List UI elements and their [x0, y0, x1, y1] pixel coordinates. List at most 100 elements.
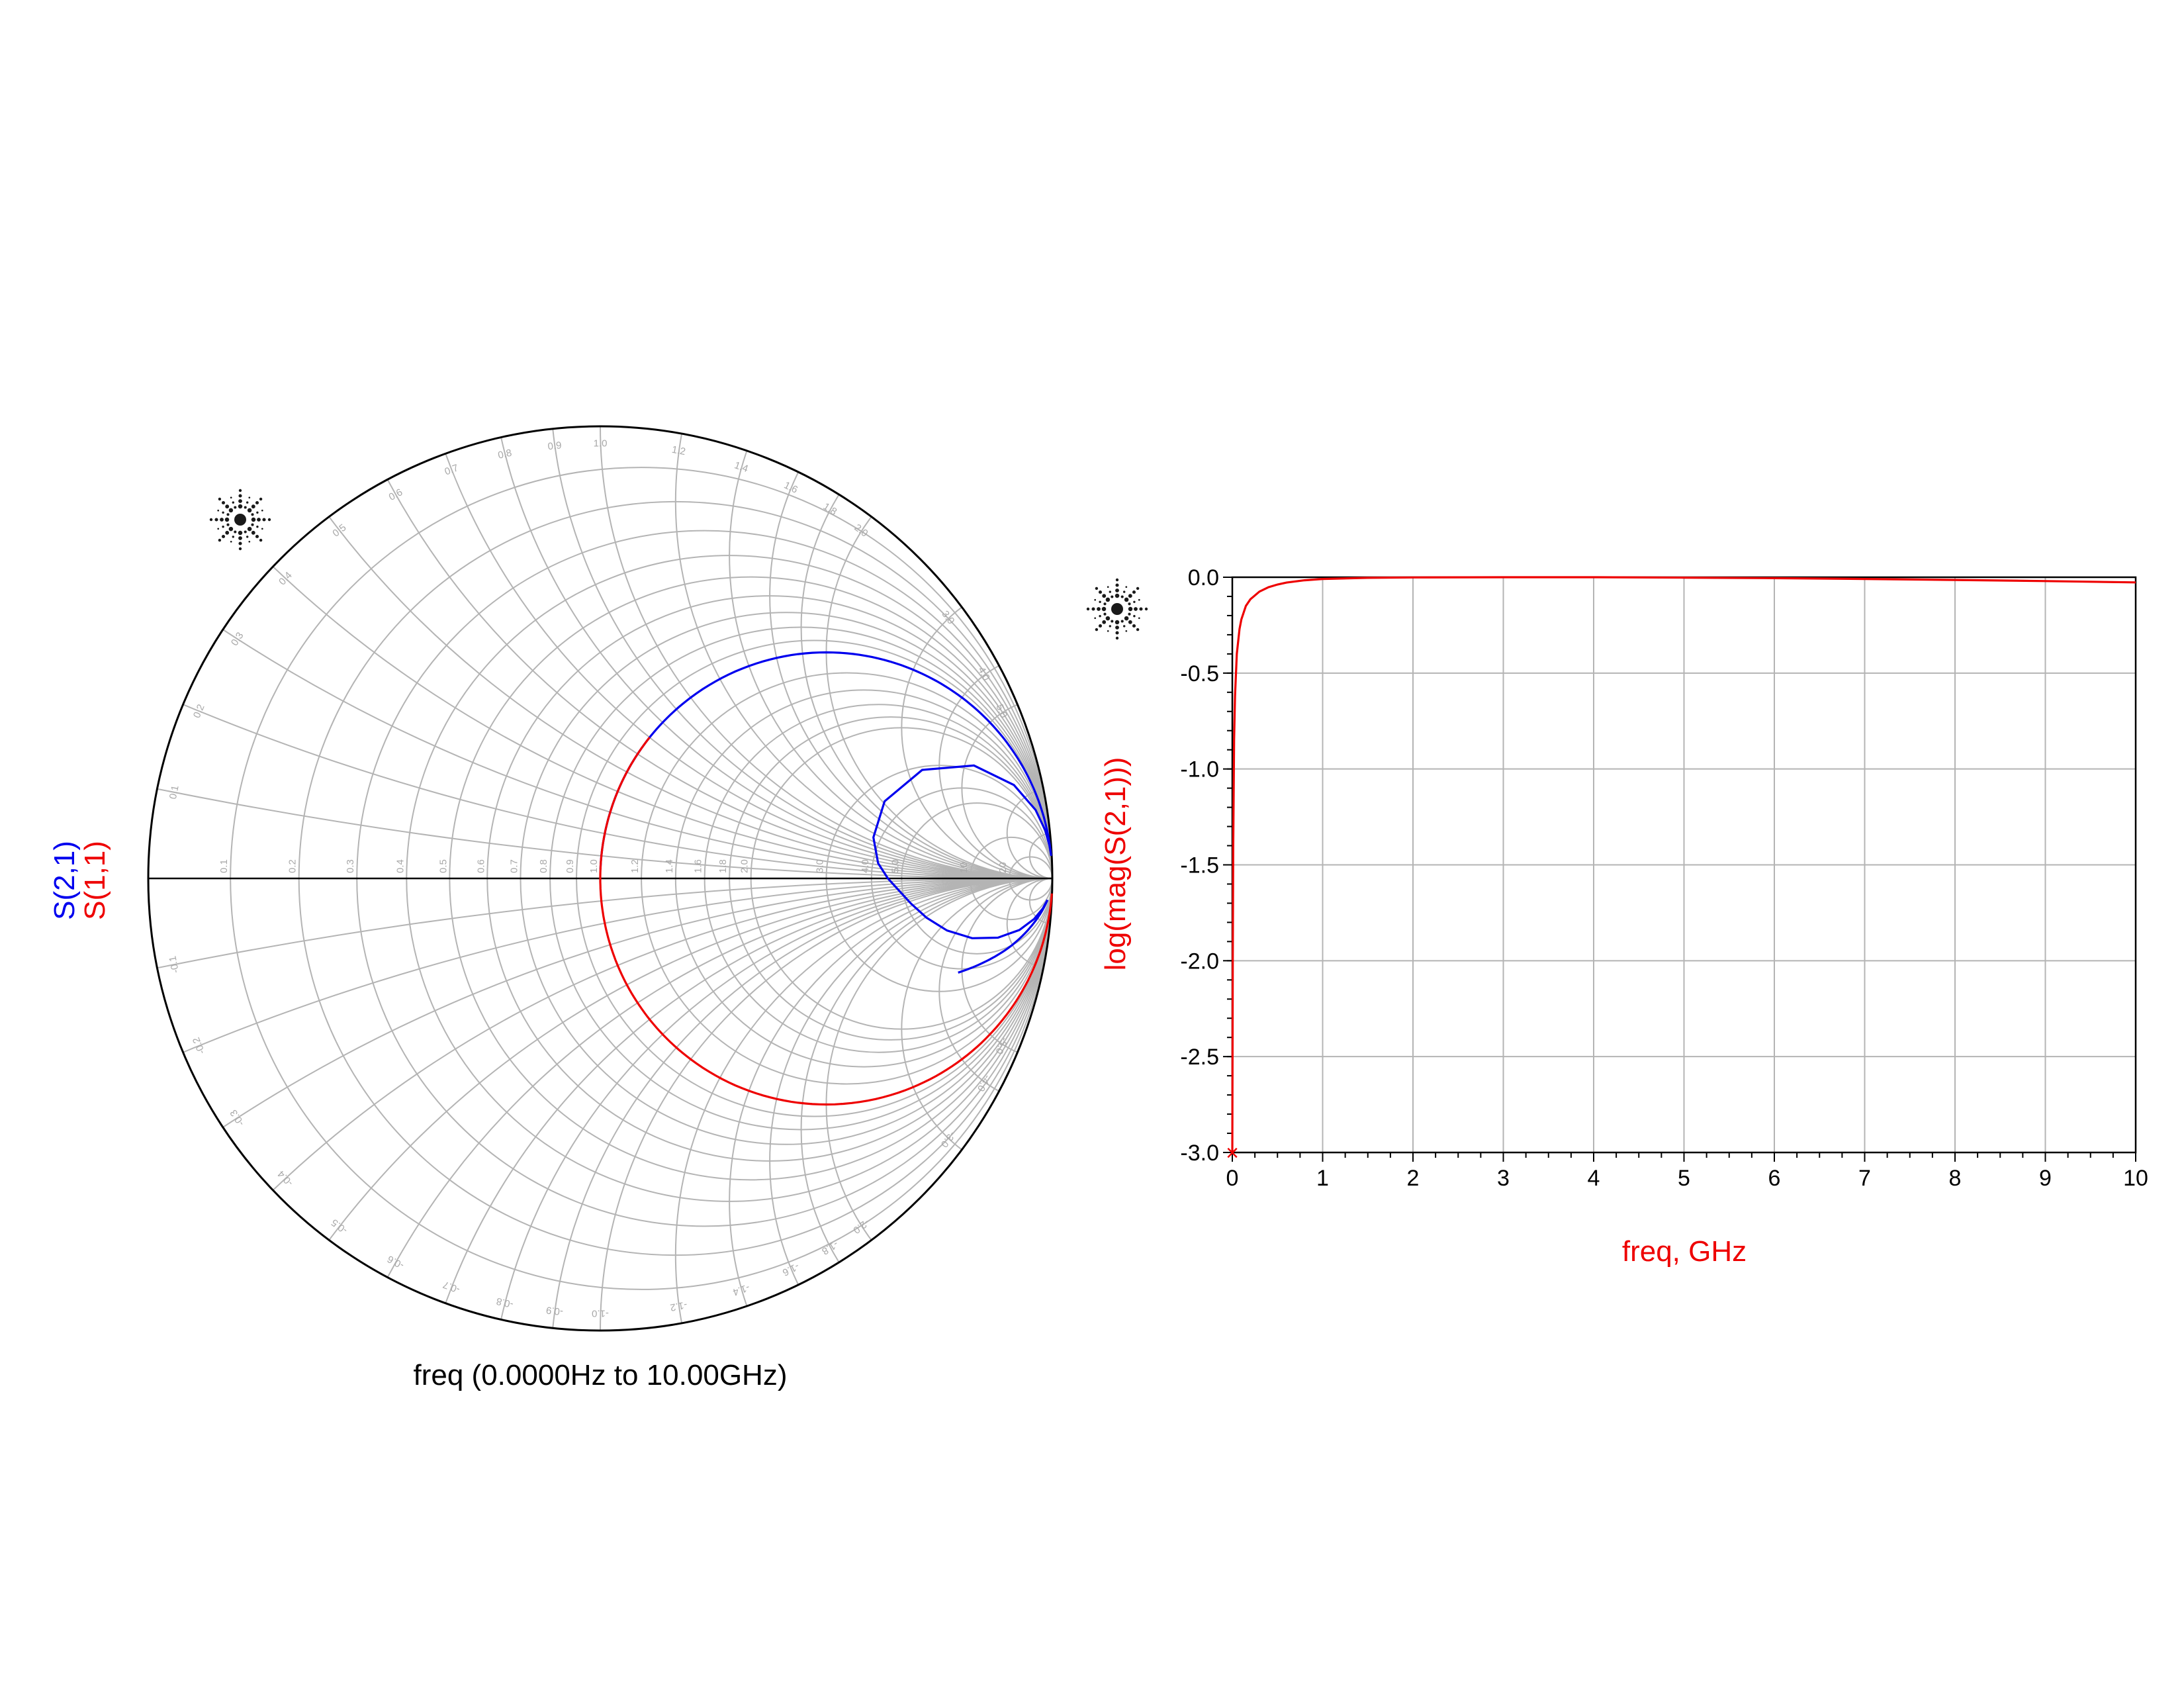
reactance-circle: [148, 426, 1052, 879]
rim-tick-label: 0.1: [167, 784, 181, 800]
x-tick-label: 8: [1949, 1166, 1962, 1191]
rect-x-axis-label: freq, GHz: [1622, 1235, 1747, 1268]
logo-dot: [230, 496, 232, 499]
real-axis-tick-label: 2.0: [739, 859, 751, 873]
logo-dot: [220, 518, 224, 522]
logo-dot: [261, 528, 263, 530]
x-tick-label: 0: [1226, 1166, 1239, 1191]
x-tick-label: 6: [1768, 1166, 1781, 1191]
logo-dot: [234, 530, 237, 534]
reactance-circle: [148, 426, 1052, 879]
logo-dot: [217, 509, 220, 512]
rim-tick-label: 0.8: [497, 447, 513, 461]
logo-dot: [218, 538, 222, 542]
rim-tick-label: 5.0: [993, 703, 1009, 720]
rim-tick-label: 0.2: [191, 703, 207, 720]
logo-dot: [244, 530, 247, 534]
reactance-circle: [148, 878, 1052, 1331]
reactance-circle: [148, 878, 1052, 1331]
logo-dot: [246, 536, 249, 538]
reactance-circle: [298, 426, 1052, 880]
real-axis-tick-label: 0.3: [345, 859, 356, 873]
burst-logo-icon: [209, 489, 271, 551]
logo-dot: [221, 500, 226, 505]
rim-tick-label: 2.0: [852, 522, 870, 539]
real-axis-tick-label: 4.0: [860, 859, 871, 873]
trace-marker: ×: [1226, 1141, 1239, 1166]
logo-dot: [251, 530, 255, 535]
real-axis-tick-label: 0.1: [218, 859, 230, 873]
rim-tick-label: -0.9: [545, 1304, 564, 1317]
logo-dot: [1115, 578, 1119, 582]
reactance-circle: [674, 426, 1052, 879]
logo-dot: [1123, 590, 1126, 593]
logo-center-dot: [1111, 603, 1123, 615]
logo-dot: [1128, 612, 1131, 616]
logo-dot: [1095, 628, 1099, 632]
logo-dot: [1132, 590, 1136, 594]
logo-dot: [230, 540, 232, 543]
rim-tick-label: -1.6: [780, 1260, 801, 1278]
rim-tick-label: -1.4: [731, 1282, 751, 1297]
logo-dot: [1115, 583, 1119, 587]
reactance-circle: [148, 878, 1052, 1331]
legend-s21: S(2,1): [48, 841, 81, 920]
logo-dot: [1111, 620, 1114, 623]
logo-dot: [228, 508, 234, 513]
logo-dot: [251, 523, 254, 526]
x-tick-label: 2: [1407, 1166, 1420, 1191]
rim-tick-label: -0.6: [386, 1253, 406, 1271]
smith-traces: [599, 651, 1053, 1106]
real-axis-tick-label: 3.0: [815, 859, 826, 873]
rim-tick-label: -0.3: [228, 1107, 246, 1128]
rim-tick-label: 1.0: [594, 438, 608, 449]
logo-dot: [1102, 620, 1107, 624]
real-axis-tick-label: 0.6: [475, 859, 486, 873]
logo-dot: [1133, 600, 1136, 603]
real-axis-tick-label: 1.0: [588, 859, 600, 873]
logo-dot: [226, 513, 230, 516]
logo-dot: [1103, 612, 1107, 616]
rim-tick-label: 1.4: [733, 459, 749, 475]
real-axis-tick-label: 0.4: [394, 859, 406, 873]
logo-dot: [1101, 606, 1107, 612]
reactance-circle: [961, 878, 1052, 1060]
logo-dot: [225, 530, 230, 535]
logo-dot: [255, 500, 259, 505]
rect-y-axis-label: log(mag(S(2,1))): [1099, 757, 1132, 971]
logo-dot: [1107, 630, 1109, 632]
reactance-circle: [938, 878, 1052, 1105]
smith-x-axis-label: freq (0.0000Hz to 10.00GHz): [414, 1359, 788, 1391]
logo-dot: [238, 547, 242, 551]
real-axis-tick-label: 1.6: [693, 859, 704, 873]
logo-dot: [259, 538, 263, 542]
magnitude-ticks: 0 1 2 3 4 5 6 7 8 9 10 0.0 -0.5 -1.0 -1.5 -2.0 -2.5 -3.0: [1180, 565, 2148, 1191]
logo-dot: [1094, 617, 1097, 620]
rim-tick-label: -2.0: [851, 1217, 872, 1236]
x-tick-label: 7: [1858, 1166, 1871, 1191]
reactance-circle: [148, 426, 1052, 879]
logo-dot: [1120, 595, 1124, 598]
logo-dot: [244, 506, 247, 509]
logo-dot: [226, 523, 230, 526]
reactance-circle: [600, 426, 1052, 879]
magnitude-chart: 0 1 2 3 4 5 6 7 8 9 100.0-0.5-1.0-1.5-2.0-2.5-3.0 …: [1086, 565, 2148, 1268]
logo-dot: [1103, 602, 1107, 606]
y-tick-label: 0.0: [1188, 565, 1219, 590]
logo-dot: [256, 511, 259, 514]
reactance-circle: [148, 878, 1052, 1331]
reactance-circle: [938, 651, 1052, 879]
real-axis-tick-label: 1.8: [717, 859, 729, 873]
logo-dot: [246, 501, 249, 504]
logo-dot: [247, 526, 252, 532]
x-tick-label: 10: [2123, 1166, 2148, 1191]
logo-dot: [1124, 597, 1129, 602]
rim-tick-label: -1.2: [669, 1299, 688, 1313]
logo-dot: [238, 541, 242, 545]
rim-tick-label: -0.2: [191, 1035, 208, 1055]
logo-dot: [1115, 626, 1119, 630]
logo-dot: [1091, 607, 1095, 611]
